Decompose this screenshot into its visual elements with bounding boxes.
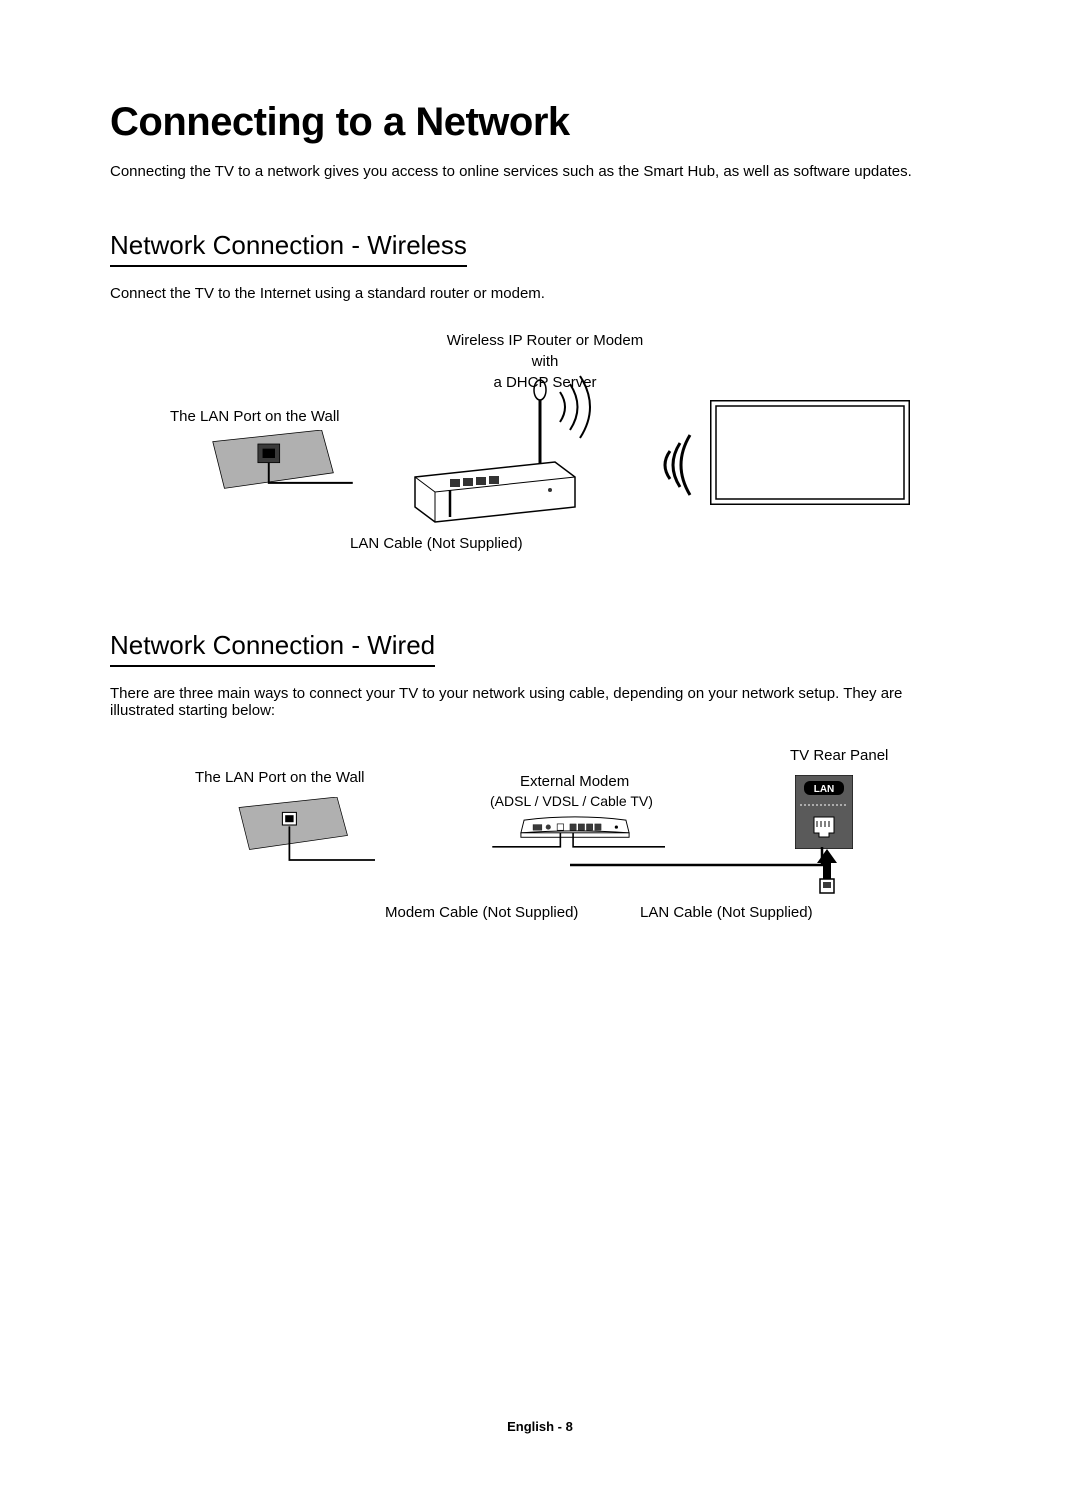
wired-subtitle: There are three main ways to connect you…: [110, 685, 970, 719]
wifi-signal-icon: [650, 425, 700, 505]
lan-port-icon: LAN: [795, 775, 853, 849]
wired-heading: Network Connection - Wired: [110, 630, 435, 667]
wired-diagram: TV Rear Panel The LAN Port on the Wall E…: [110, 747, 970, 947]
wall-plate-icon: [195, 430, 355, 500]
modem-sublabel: (ADSL / VDSL / Cable TV): [490, 793, 653, 809]
wall-port-label: The LAN Port on the Wall: [170, 408, 340, 425]
page-title: Connecting to a Network: [110, 100, 970, 145]
wireless-diagram: Wireless IP Router or Modem with a DHCP …: [110, 330, 970, 570]
wireless-heading: Network Connection - Wireless: [110, 230, 467, 267]
page-footer: English - 8: [0, 1419, 1080, 1434]
modem-label: External Modem: [520, 773, 629, 790]
lan-cable-wire: [570, 842, 830, 902]
router-caption-line1: Wireless IP Router or Modem with: [447, 332, 643, 370]
modem-cable-label: Modem Cable (Not Supplied): [385, 904, 578, 921]
lan-cable-label: LAN Cable (Not Supplied): [350, 535, 523, 552]
lan-cable-label-wired: LAN Cable (Not Supplied): [640, 904, 813, 921]
svg-text:LAN: LAN: [814, 784, 835, 795]
wall-port-label-wired: The LAN Port on the Wall: [195, 769, 365, 786]
router-icon: [400, 372, 610, 527]
tv-rear-label: TV Rear Panel: [790, 747, 888, 764]
wireless-subtitle: Connect the TV to the Internet using a s…: [110, 285, 970, 302]
tv-icon: [710, 400, 910, 505]
intro-paragraph: Connecting the TV to a network gives you…: [110, 163, 970, 180]
wall-plate-wired-icon: [215, 797, 375, 867]
